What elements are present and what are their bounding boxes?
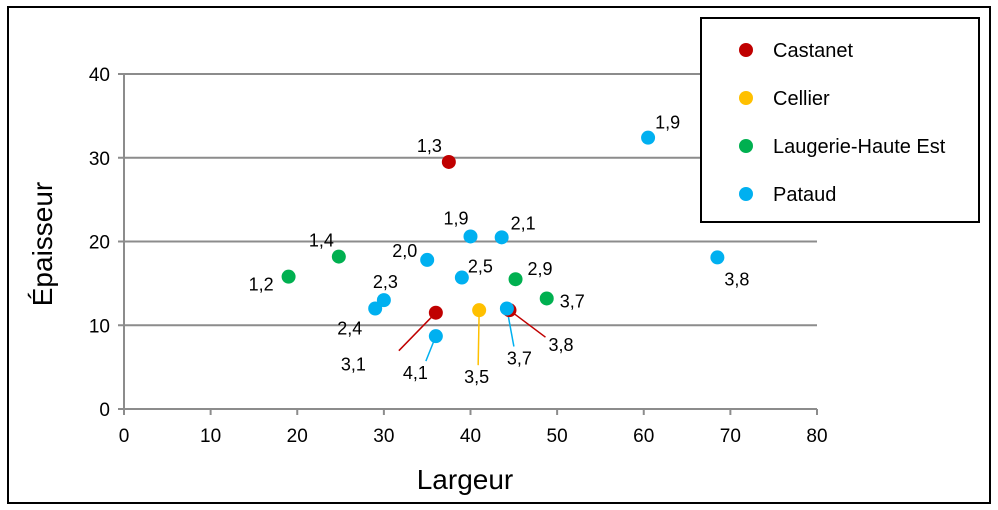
data-point-pataud: [454, 270, 469, 285]
data-label: 2,5: [468, 257, 493, 277]
data-label: 2,1: [511, 213, 536, 233]
legend: Castanet Cellier Laugerie-Haute Est Pataud: [700, 17, 980, 223]
data-labels: 1,3 3,1 3,8 3,5 1,2 1,4 2,9 3,7 1,9 1,9 2,1 2,0 2,5 2…: [249, 113, 750, 388]
legend-marker: [739, 187, 753, 201]
data-points: [281, 130, 725, 344]
data-label: 2,4: [337, 319, 362, 339]
axes: [118, 73, 818, 415]
y-tick-label: 0: [99, 400, 110, 421]
data-point-pataud: [641, 130, 656, 145]
y-tick-label: 40: [89, 65, 110, 86]
data-label: 1,2: [249, 275, 274, 295]
data-point-pataud: [463, 229, 478, 244]
data-point-pataud: [499, 301, 514, 316]
data-label: 3,7: [560, 291, 585, 311]
x-tick-label: 10: [200, 426, 221, 447]
x-tick-label: 50: [547, 426, 568, 447]
data-point-pataud: [368, 301, 383, 316]
data-label: 3,7: [507, 349, 532, 369]
data-point-laugerie-haute-est: [539, 291, 554, 306]
x-tick-label: 30: [373, 426, 394, 447]
legend-marker: [739, 91, 753, 105]
legend-label: Castanet: [773, 40, 853, 62]
data-point-laugerie-haute-est: [281, 269, 296, 284]
data-label: 2,9: [528, 259, 553, 279]
data-label: 1,9: [655, 113, 680, 133]
leader-line: [477, 310, 480, 366]
data-label: 3,1: [341, 355, 366, 375]
y-tick-label: 10: [89, 316, 110, 337]
data-label: 1,4: [309, 231, 334, 251]
legend-label: Laugerie-Haute Est: [773, 136, 946, 158]
data-point-pataud: [494, 230, 509, 245]
legend-marker: [739, 139, 753, 153]
data-point-castanet: [441, 154, 456, 169]
tick-labels: 0 10 20 30 40 0 10 20 30 40 50 60 70 80: [89, 65, 828, 447]
x-tick-label: 60: [633, 426, 654, 447]
y-tick-label: 20: [89, 233, 110, 254]
data-label: 1,9: [444, 208, 469, 228]
data-point-cellier: [472, 303, 487, 318]
leader-line: [398, 312, 437, 352]
data-label: 3,8: [724, 269, 749, 289]
data-label: 2,3: [373, 272, 398, 292]
data-point-pataud: [420, 252, 435, 267]
x-axis-title: Largeur: [417, 464, 514, 495]
data-point-pataud: [710, 250, 725, 265]
data-label: 3,5: [464, 367, 489, 387]
leader-line: [509, 309, 546, 338]
data-label: 4,1: [403, 363, 428, 383]
data-point-pataud: [428, 329, 443, 344]
data-point-laugerie-haute-est: [331, 249, 346, 264]
legend-marker: [739, 43, 753, 57]
data-point-pataud: [376, 293, 391, 308]
x-tick-label: 0: [119, 426, 130, 447]
legend-label: Cellier: [773, 88, 830, 110]
x-tick-label: 80: [806, 426, 827, 447]
data-label: 1,3: [417, 136, 442, 156]
x-tick-label: 20: [287, 426, 308, 447]
x-tick-label: 70: [720, 426, 741, 447]
data-point-laugerie-haute-est: [508, 272, 523, 287]
y-tick-label: 30: [89, 149, 110, 170]
legend-label: Pataud: [773, 184, 836, 206]
data-label: 2,0: [392, 241, 417, 261]
data-point-castanet: [428, 305, 443, 320]
y-axis-title: Épaisseur: [27, 182, 58, 307]
data-label: 3,8: [548, 335, 573, 355]
x-tick-label: 40: [460, 426, 481, 447]
